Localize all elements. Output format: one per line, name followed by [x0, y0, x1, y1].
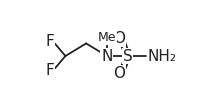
Text: F: F: [46, 34, 54, 49]
Text: S: S: [123, 48, 133, 64]
Text: NH₂: NH₂: [147, 48, 176, 64]
Text: Me: Me: [98, 31, 116, 44]
Text: F: F: [46, 63, 54, 78]
Text: N: N: [101, 48, 113, 64]
Text: O: O: [113, 31, 125, 46]
Text: O: O: [113, 66, 125, 81]
